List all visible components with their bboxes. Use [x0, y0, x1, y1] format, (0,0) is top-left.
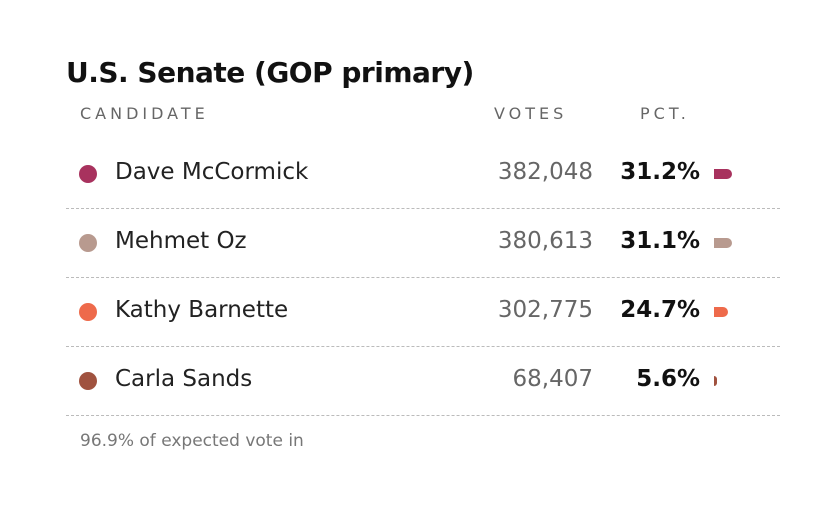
pct: 24.7% [620, 297, 700, 323]
title: U.S. Senate (GOP primary) [66, 56, 474, 89]
candidate-name: Mehmet Oz [115, 228, 247, 254]
header-pct: PCT. [640, 104, 690, 123]
header-candidate: CANDIDATE [80, 104, 209, 123]
pct: 31.2% [620, 159, 700, 185]
footer: 96.9% of expected vote in [80, 431, 304, 451]
pct-bar [714, 238, 733, 248]
votes: 382,048 [497, 159, 593, 185]
row-separator [66, 208, 780, 209]
row-separator [66, 277, 780, 278]
votes: 380,613 [497, 228, 593, 254]
pct-bar [714, 307, 729, 317]
row-separator [66, 346, 780, 347]
row-separator [66, 415, 780, 416]
candidate-name: Carla Sands [115, 366, 253, 392]
candidate-dot [79, 165, 97, 183]
votes: 302,775 [497, 297, 593, 323]
pct-bar [714, 376, 718, 386]
pct: 5.6% [636, 366, 700, 392]
candidate-dot [79, 234, 97, 252]
candidate-name: Dave McCormick [115, 159, 309, 185]
pct-bar [714, 169, 733, 179]
header-votes: VOTES [494, 104, 568, 123]
candidate-name: Kathy Barnette [115, 297, 289, 323]
pct: 31.1% [620, 228, 700, 254]
candidate-dot [79, 303, 97, 321]
votes: 68,407 [512, 366, 593, 392]
candidate-dot [79, 372, 97, 390]
